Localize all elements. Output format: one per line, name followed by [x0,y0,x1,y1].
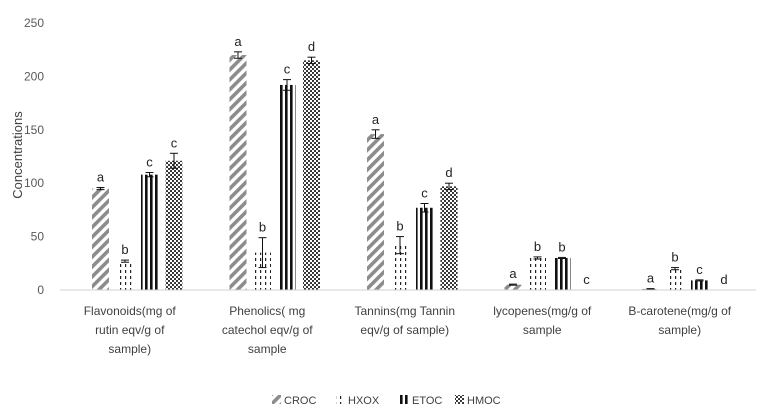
legend-item-hmoc: HMOC [455,395,501,407]
data-label: c [583,272,590,287]
category-label: sample) [658,323,701,337]
bar-croc [504,284,522,290]
legend-item-etoc: ETOC [400,395,442,407]
data-label: c [146,155,153,170]
category-label: sample [523,323,562,337]
data-label: b [558,239,565,254]
legend-label: HMOC [467,395,501,407]
legend-swatch [400,395,409,404]
category-label: B-carotene(mg/g of [628,304,731,318]
category-label: Phenolics( mg [229,304,305,318]
y-tick-label: 200 [24,69,44,83]
legend-swatch [336,395,345,404]
category-label: sample [248,342,287,356]
legend-item-hxox: HXOX [336,395,380,407]
data-label: a [234,34,242,49]
legend-swatch [272,395,281,404]
data-label: b [534,239,541,254]
data-label: a [97,169,105,184]
y-axis-ticks: 0 50 100 150 200 250 [24,16,44,297]
bar-etoc [691,280,708,290]
data-label: b [671,250,678,265]
bar-hxox [254,252,271,290]
category-label: Tannins(mg Tannin [354,304,455,318]
category-label: lycopenes(mg/g of [493,304,592,318]
y-axis-label: Concentrations [10,111,25,199]
bar-etoc [416,207,433,290]
legend-label: ETOC [412,395,442,407]
data-label: c [171,135,178,150]
bar-hxox [666,268,684,290]
bar-etoc [553,257,571,290]
data-label: d [445,165,452,180]
data-labels-group: a b c c a b c d a b c d a b b c a b c d [97,34,728,287]
bar-hmoc [165,160,183,290]
legend-item-croc: CROC [272,395,316,407]
y-tick-label: 250 [24,16,44,30]
bar-hmoc [303,60,320,290]
data-label: b [259,220,266,235]
bar-hxox [391,245,409,290]
data-label: a [509,266,517,281]
data-label: d [308,39,315,54]
bar-hxox [116,261,134,290]
y-tick-label: 100 [24,176,44,190]
bar-etoc [278,84,296,290]
bar-croc [229,55,247,290]
bar-croc [367,134,384,290]
data-label: c [284,62,291,77]
bar-hmoc [440,186,458,290]
bars-group [92,55,708,290]
data-label: c [696,262,703,277]
bar-croc [92,188,109,290]
bar-hxox [529,257,546,290]
legend-swatch [455,395,464,404]
category-label: sample) [108,342,151,356]
data-label: a [372,112,380,127]
y-tick-label: 50 [31,230,45,244]
y-tick-label: 150 [24,123,44,137]
category-label: catechol eqv/g of [222,323,313,337]
category-label: Flavonoids(mg of [84,304,177,318]
data-label: c [421,185,428,200]
data-label: a [647,271,655,286]
error-bars-group [96,51,704,290]
legend-label: HXOX [348,395,380,407]
category-labels-group: Flavonoids(mg of rutin eqv/g of sample) Phe… [84,304,732,356]
data-label: b [396,219,403,234]
bar-etoc [141,174,158,290]
legend: CROC HXOX ETOC HMOC [272,395,501,407]
data-label: b [121,242,128,257]
category-label: eqv/g of sample) [360,323,449,337]
category-label: rutin eqv/g of [95,323,165,337]
legend-label: CROC [284,395,316,407]
data-label: d [720,272,727,287]
y-tick-label: 0 [37,283,44,297]
